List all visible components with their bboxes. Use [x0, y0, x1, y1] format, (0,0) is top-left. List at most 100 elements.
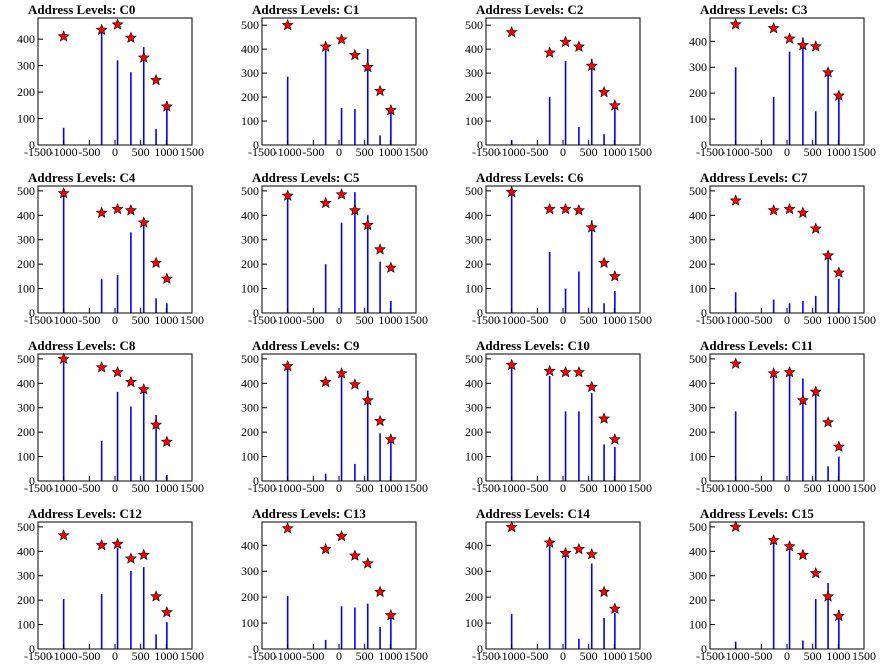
x-tick-label: 1500 [180, 145, 204, 159]
peak-marker [585, 380, 598, 393]
y-tick-label: 200 [689, 86, 707, 100]
peak-marker [335, 529, 348, 542]
y-tick-label: 300 [689, 60, 707, 74]
peak-marker [124, 552, 137, 564]
x-tick-label: 1500 [404, 649, 428, 663]
peak-marker [729, 194, 742, 206]
x-tick-label: 1500 [404, 313, 428, 327]
chart-panel: Address Levels: C8 0 100 200 300 400 500 -1500-… [0, 336, 224, 504]
x-tick-label: 1000 [602, 145, 626, 159]
x-tick-label: -500 [526, 481, 548, 495]
peak-marker [572, 40, 585, 52]
x-tick-label: 500 [356, 313, 374, 327]
chart-svg: Address Levels: C14 0 100 200 300 400 -1500-10… [465, 506, 652, 663]
peak-marker [319, 196, 332, 209]
chart-title: Address Levels: C3 [700, 2, 808, 17]
y-tick-label: 0 [29, 642, 35, 656]
y-tick-label: 0 [29, 474, 35, 488]
peak-marker [384, 608, 397, 621]
x-tick-label: 0 [336, 481, 342, 495]
chart-panel: Address Levels: C15 0 100 200 300 400 500 -1500… [672, 504, 896, 672]
peak-marker [822, 590, 835, 602]
chart-panel: Address Levels: C5 0 100 200 300 400 500 -1500-… [224, 168, 448, 336]
y-tick-label: 100 [17, 450, 35, 464]
x-tick-label: 0 [560, 145, 566, 159]
peak-marker [543, 364, 556, 377]
chart-title: Address Levels: C8 [28, 338, 136, 353]
chart-title: Address Levels: C14 [476, 506, 590, 521]
chart-panel: Address Levels: C2 0 100 200 300 400 500 -1500-… [448, 0, 672, 168]
chart-svg: Address Levels: C70100200300400500-1500-… [689, 170, 876, 327]
y-tick-label: 400 [241, 538, 259, 552]
x-tick-label: -1500 [248, 145, 276, 159]
x-tick-label: -500 [750, 481, 772, 495]
x-tick-label: 500 [132, 649, 150, 663]
x-tick-label: -1500 [696, 649, 724, 663]
x-tick-label: 0 [784, 145, 790, 159]
peak-marker [111, 18, 124, 30]
plot-frame [709, 185, 865, 314]
peak-marker [384, 433, 397, 445]
y-tick-label: 100 [17, 112, 35, 126]
y-tick-label: 400 [689, 376, 707, 390]
peak-marker [832, 440, 845, 452]
peak-marker [767, 204, 780, 216]
peak-marker [783, 32, 796, 44]
x-tick-label: 1000 [602, 313, 626, 327]
chart-title: Address Levels: C4 [28, 170, 136, 185]
y-tick-label: 200 [465, 90, 483, 104]
y-tick-label: 0 [701, 138, 707, 152]
y-tick-label: 300 [465, 66, 483, 80]
chart-panel: Address Levels: C0 0 100 200 300 400 -1500 -100… [0, 0, 224, 168]
x-tick-label: -1000 [722, 145, 750, 159]
peak-marker [384, 261, 397, 273]
y-tick-label: 400 [17, 32, 35, 46]
x-tick-label: -500 [750, 313, 772, 327]
x-tick-label: 1500 [628, 481, 652, 495]
chart-title: Address Levels: C10 [476, 338, 590, 353]
peak-marker [796, 394, 809, 406]
x-tick-label: 0 [784, 649, 790, 663]
y-tick-label: 200 [17, 593, 35, 607]
chart-svg: Address Levels: C60100200300400500-1500-… [465, 170, 652, 327]
peak-marker [95, 23, 108, 36]
peak-marker [598, 412, 611, 424]
peak-marker [111, 202, 124, 215]
y-tick-label: 400 [241, 42, 259, 56]
x-tick-label: -500 [78, 649, 100, 663]
x-tick-label: 500 [804, 649, 822, 663]
y-tick-label: 300 [241, 233, 259, 247]
peak-marker [374, 84, 387, 97]
y-tick-label: 300 [689, 401, 707, 415]
plot-frame [709, 521, 865, 650]
chart-title: Address Levels: C11 [700, 338, 813, 353]
chart-svg: Address Levels: C90100200300400500-1500-… [241, 338, 428, 495]
chart-title: Address Levels: C1 [252, 2, 359, 17]
peak-marker [95, 361, 108, 373]
peak-marker [783, 540, 796, 552]
x-tick-label: 500 [356, 481, 374, 495]
y-tick-label: 300 [241, 564, 259, 578]
x-tick-label: 1000 [826, 313, 850, 327]
x-tick-label: 500 [132, 313, 150, 327]
chart-svg: Address Levels: C0 0 100 200 300 400 -1500-100… [17, 2, 204, 159]
peak-marker [348, 549, 361, 561]
peak-marker [832, 609, 845, 622]
y-tick-label: 100 [689, 282, 707, 296]
peak-marker [809, 385, 822, 397]
y-tick-label: 500 [465, 352, 483, 366]
peak-marker [796, 548, 809, 561]
x-tick-label: 1500 [852, 649, 876, 663]
peak-marker [572, 366, 585, 378]
y-tick-label: 0 [29, 306, 35, 320]
y-tick-label: 500 [17, 184, 35, 198]
x-tick-label: -500 [526, 145, 548, 159]
peak-marker [348, 378, 361, 390]
x-tick-label: -500 [78, 313, 100, 327]
y-tick-label: 100 [17, 282, 35, 296]
peak-marker [281, 522, 294, 534]
x-tick-label: 500 [580, 481, 598, 495]
peak-marker [348, 204, 361, 216]
peak-marker [137, 548, 150, 561]
